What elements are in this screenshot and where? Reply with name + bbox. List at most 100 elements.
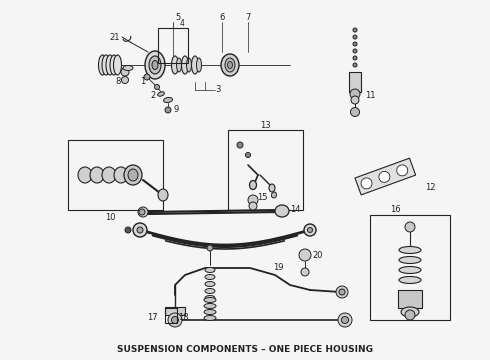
Bar — [370, 215, 450, 320]
Circle shape — [168, 313, 182, 327]
Bar — [228, 130, 303, 210]
Ellipse shape — [221, 54, 239, 76]
Ellipse shape — [78, 167, 92, 183]
Circle shape — [405, 310, 415, 320]
Circle shape — [405, 222, 415, 232]
Ellipse shape — [149, 56, 161, 74]
Circle shape — [249, 202, 257, 210]
Circle shape — [350, 108, 360, 117]
Circle shape — [339, 289, 345, 295]
Circle shape — [154, 85, 160, 90]
Ellipse shape — [401, 307, 419, 317]
Text: 20: 20 — [313, 251, 323, 260]
Ellipse shape — [114, 55, 122, 75]
Circle shape — [121, 68, 129, 76]
Text: 16: 16 — [390, 206, 400, 215]
Ellipse shape — [152, 60, 158, 69]
Circle shape — [139, 209, 145, 215]
Text: 15: 15 — [257, 194, 267, 202]
Circle shape — [351, 96, 359, 104]
Ellipse shape — [145, 51, 165, 79]
Ellipse shape — [164, 98, 172, 103]
Ellipse shape — [192, 56, 198, 74]
Ellipse shape — [227, 62, 232, 68]
Circle shape — [122, 77, 128, 84]
Ellipse shape — [205, 274, 215, 279]
Text: 4: 4 — [179, 19, 184, 28]
Text: 3: 3 — [215, 85, 221, 94]
Bar — [355, 158, 416, 195]
Bar — [165, 307, 185, 315]
Ellipse shape — [114, 167, 128, 183]
Ellipse shape — [271, 192, 276, 198]
Circle shape — [237, 142, 243, 148]
Ellipse shape — [196, 58, 201, 72]
Circle shape — [336, 286, 348, 298]
Circle shape — [133, 223, 147, 237]
Circle shape — [338, 313, 352, 327]
Circle shape — [299, 249, 311, 261]
Circle shape — [165, 107, 171, 113]
Ellipse shape — [123, 66, 133, 71]
Bar — [398, 290, 422, 308]
Text: 10: 10 — [105, 213, 115, 222]
Ellipse shape — [399, 266, 421, 274]
Circle shape — [138, 207, 148, 217]
Ellipse shape — [176, 58, 181, 72]
Circle shape — [125, 227, 131, 233]
Ellipse shape — [225, 58, 235, 72]
Text: 18: 18 — [178, 314, 188, 323]
Circle shape — [342, 316, 348, 324]
Circle shape — [245, 153, 250, 158]
Circle shape — [353, 28, 357, 32]
Ellipse shape — [269, 184, 275, 192]
Ellipse shape — [158, 92, 164, 96]
Ellipse shape — [102, 167, 116, 183]
Text: 21: 21 — [110, 32, 120, 41]
Text: 9: 9 — [173, 105, 179, 114]
Ellipse shape — [205, 267, 215, 273]
Text: 5: 5 — [175, 13, 181, 22]
Circle shape — [361, 178, 372, 189]
Ellipse shape — [187, 58, 192, 72]
Text: 17: 17 — [147, 314, 157, 323]
Text: 12: 12 — [425, 184, 435, 193]
Text: 14: 14 — [290, 206, 300, 215]
Circle shape — [353, 49, 357, 53]
Ellipse shape — [128, 169, 138, 181]
Ellipse shape — [181, 56, 189, 74]
Circle shape — [301, 268, 309, 276]
Circle shape — [137, 227, 143, 233]
Text: 7: 7 — [245, 13, 251, 22]
Circle shape — [308, 228, 313, 233]
Ellipse shape — [98, 55, 106, 75]
Ellipse shape — [158, 189, 168, 201]
Ellipse shape — [275, 205, 289, 217]
Circle shape — [207, 245, 213, 251]
Text: 8: 8 — [115, 77, 121, 86]
Circle shape — [172, 316, 178, 324]
Circle shape — [397, 165, 408, 176]
Ellipse shape — [124, 165, 142, 185]
Circle shape — [353, 42, 357, 46]
Ellipse shape — [172, 56, 178, 74]
Circle shape — [144, 74, 150, 80]
Circle shape — [353, 35, 357, 39]
Text: 19: 19 — [273, 264, 283, 273]
Text: 1: 1 — [140, 77, 146, 86]
Ellipse shape — [204, 310, 216, 315]
Text: SUSPENSION COMPONENTS – ONE PIECE HOUSING: SUSPENSION COMPONENTS – ONE PIECE HOUSIN… — [117, 346, 373, 355]
Bar — [349, 72, 361, 92]
Ellipse shape — [205, 296, 215, 301]
Bar — [68, 140, 163, 210]
Ellipse shape — [106, 55, 114, 75]
Text: 11: 11 — [365, 90, 375, 99]
Text: 6: 6 — [220, 13, 225, 22]
Circle shape — [350, 89, 360, 99]
Circle shape — [353, 63, 357, 67]
Ellipse shape — [205, 288, 215, 293]
Circle shape — [353, 56, 357, 60]
Circle shape — [304, 224, 316, 236]
Ellipse shape — [399, 247, 421, 253]
Ellipse shape — [249, 180, 256, 189]
